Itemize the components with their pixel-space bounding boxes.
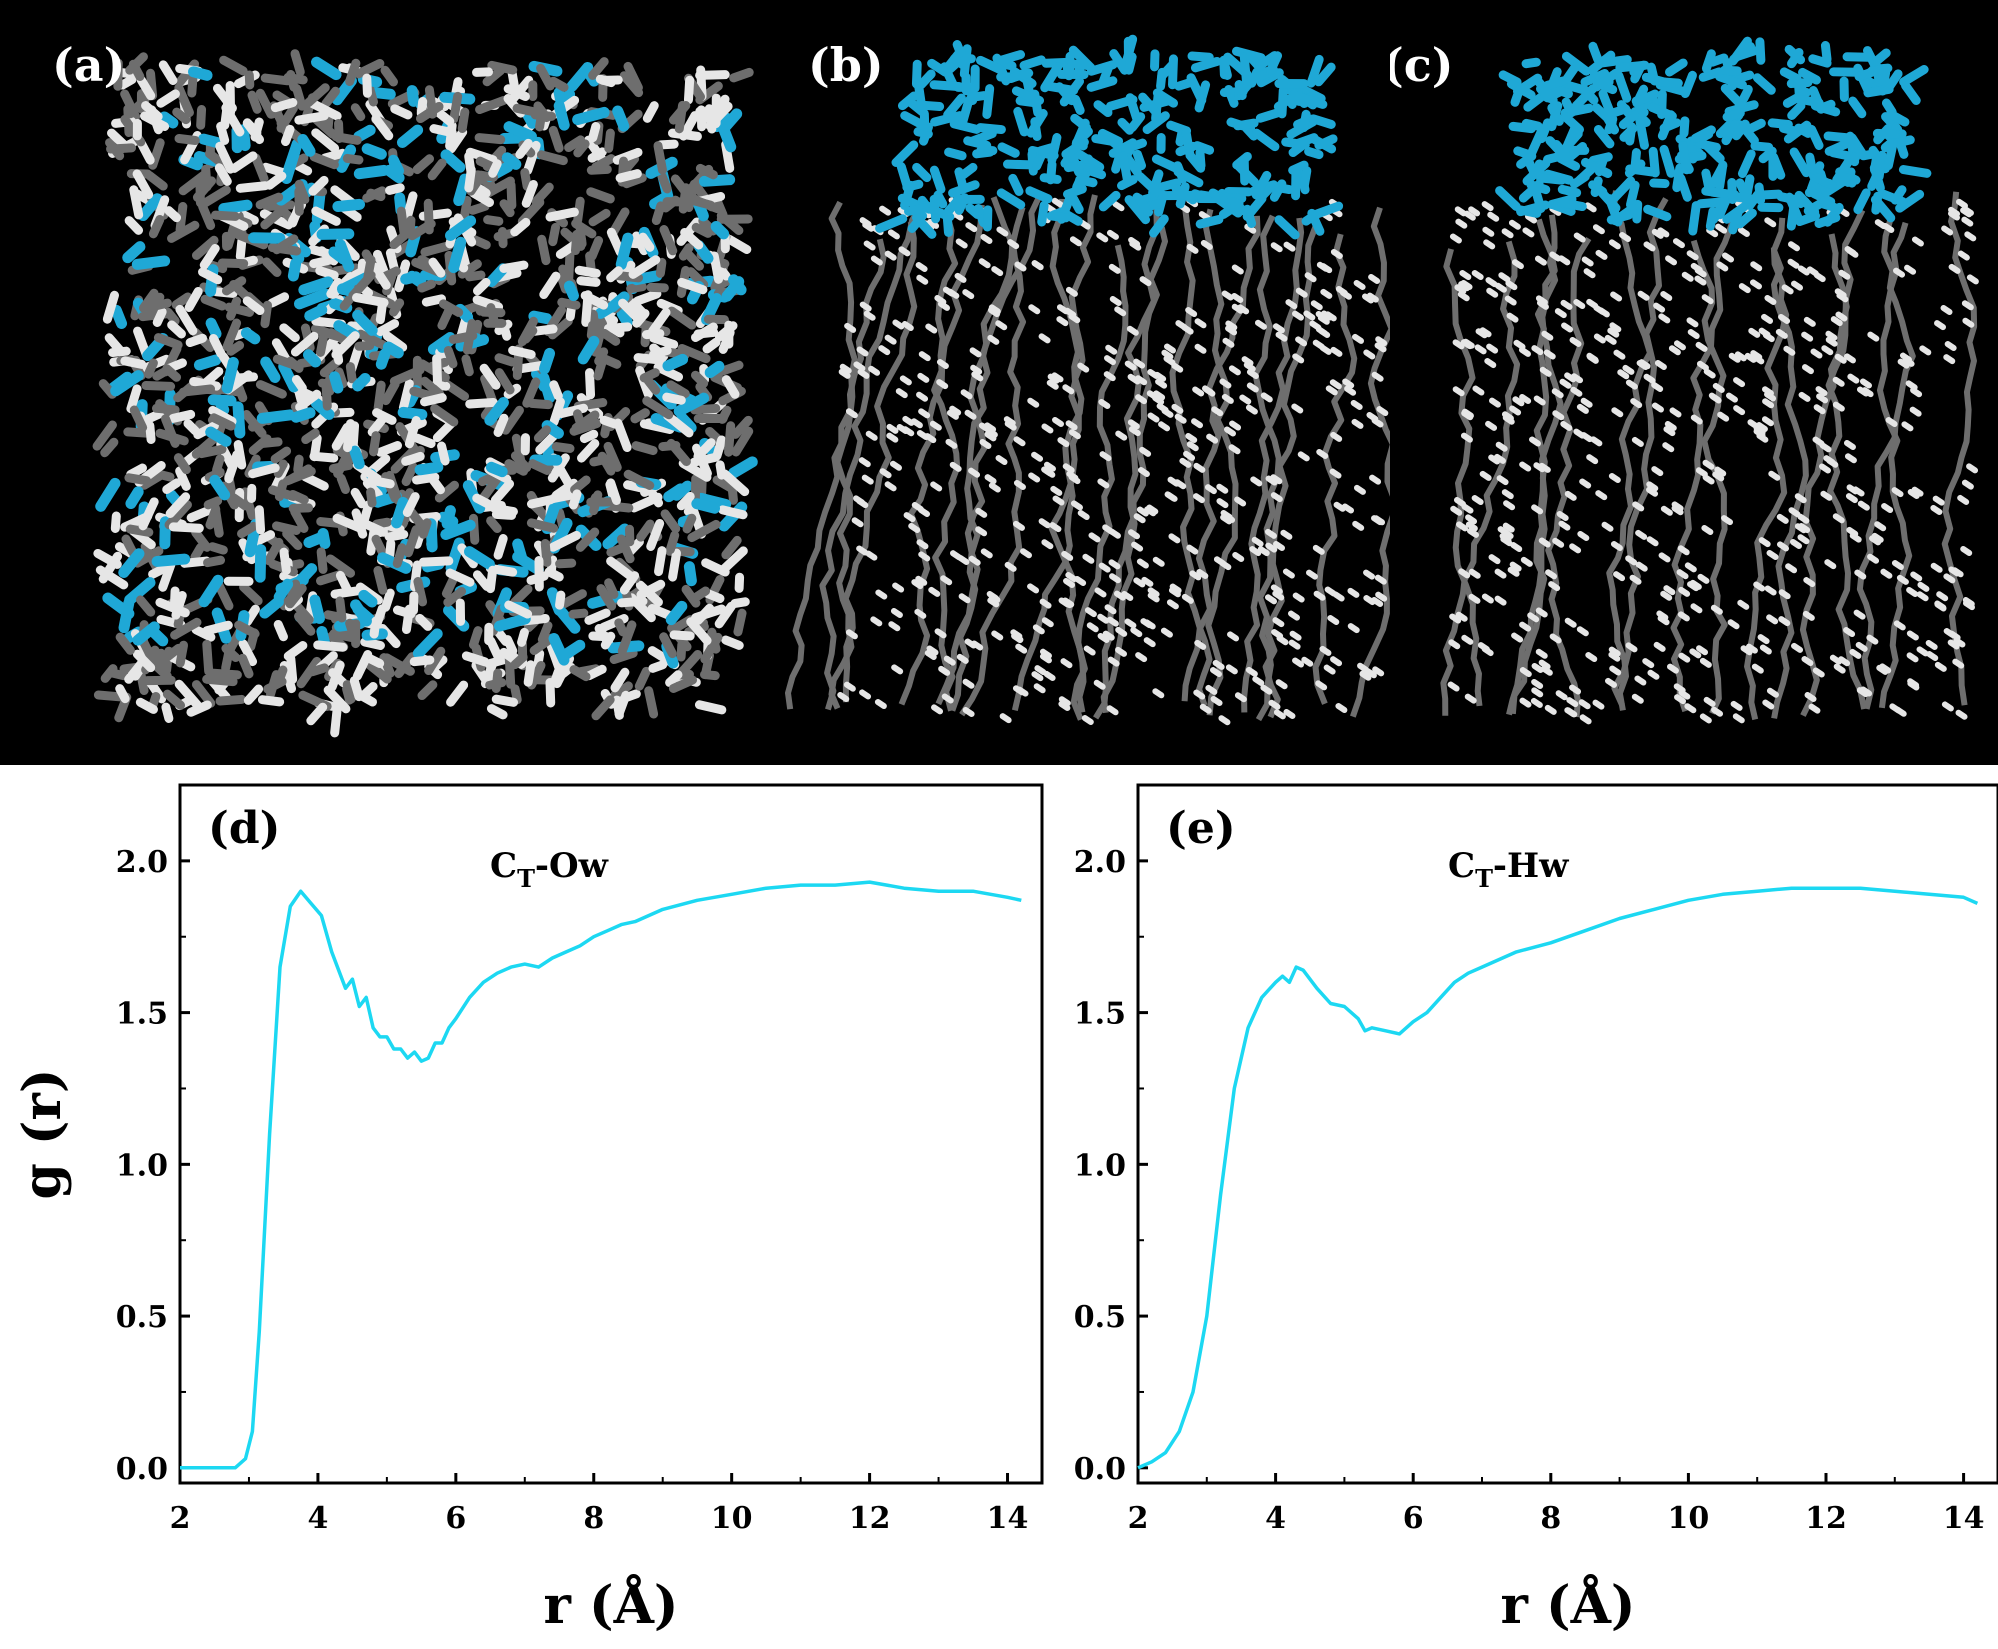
x-tick-label: 14 bbox=[1943, 1501, 1985, 1536]
snapshot-panel-c: (c) bbox=[1390, 0, 1998, 765]
gr-series-line bbox=[180, 880, 1022, 1470]
panel-label-c: (c) bbox=[1390, 38, 1454, 92]
chart-d: 2 4 6 8 10 12 14 0.0 0.5 1.0 1.5 2.0 (d) CT-Ow r (Å) g … bbox=[12, 783, 1044, 1636]
x-tick-label: 12 bbox=[1805, 1501, 1847, 1536]
snapshot-panel-a: (a) bbox=[0, 0, 780, 765]
plot-frame bbox=[178, 783, 1044, 1485]
x-tick-label: 14 bbox=[987, 1501, 1029, 1536]
x-tick-label: 2 bbox=[1128, 1501, 1149, 1536]
x-tick-label: 6 bbox=[1403, 1501, 1424, 1536]
snapshot-c-image bbox=[1440, 36, 1979, 725]
y-tick-label: 0.5 bbox=[116, 1300, 168, 1335]
snapshot-a-image bbox=[92, 49, 758, 738]
x-tick-label: 10 bbox=[711, 1501, 753, 1536]
x-tick-label: 10 bbox=[1668, 1501, 1710, 1536]
y-tick-label: 0.5 bbox=[1074, 1300, 1126, 1335]
x-tick-label: 8 bbox=[1540, 1501, 1561, 1536]
series-label: CT-Ow bbox=[490, 846, 609, 893]
x-tick-label: 4 bbox=[1265, 1501, 1286, 1536]
series-label: CT-Hw bbox=[1448, 846, 1569, 893]
molecule-sticks bbox=[784, 34, 1390, 726]
x-axis-title: r (Å) bbox=[543, 1574, 678, 1636]
y-tick-label: 1.0 bbox=[116, 1148, 168, 1183]
y-tick-label: 0.0 bbox=[1074, 1452, 1126, 1487]
y-tick-label: 1.5 bbox=[1074, 997, 1126, 1032]
chart-panel-label: (d) bbox=[208, 803, 280, 854]
snapshot-b-image bbox=[784, 34, 1390, 726]
gr-series-line bbox=[1137, 886, 1979, 1470]
x-tick-label: 8 bbox=[583, 1501, 604, 1536]
plot-frame bbox=[1136, 783, 1998, 1485]
panel-label-a: (a) bbox=[52, 38, 126, 92]
x-tick-label: 2 bbox=[170, 1501, 191, 1536]
chart-panel-label: (e) bbox=[1166, 803, 1236, 854]
y-axis-title: g (r) bbox=[12, 1068, 73, 1199]
y-tick-label: 1.5 bbox=[116, 997, 168, 1032]
snapshot-panel-b: (b) bbox=[780, 0, 1390, 765]
x-tick-label: 12 bbox=[849, 1501, 891, 1536]
x-tick-label: 4 bbox=[307, 1501, 328, 1536]
y-tick-label: 0.0 bbox=[116, 1452, 168, 1487]
x-tick-label: 6 bbox=[445, 1501, 466, 1536]
y-tick-label: 1.0 bbox=[1074, 1148, 1126, 1183]
molecule-sticks bbox=[1440, 36, 1979, 725]
panel-label-b: (b) bbox=[808, 38, 884, 92]
y-tick-label: 2.0 bbox=[1074, 845, 1126, 880]
y-tick-label: 2.0 bbox=[116, 845, 168, 880]
x-axis-title: r (Å) bbox=[1500, 1574, 1635, 1636]
molecule-sticks bbox=[92, 49, 758, 738]
chart-e: 2 4 6 8 10 12 14 0.0 0.5 1.0 1.5 2.0 (e) CT-Hw r (Å) bbox=[1074, 783, 1998, 1636]
